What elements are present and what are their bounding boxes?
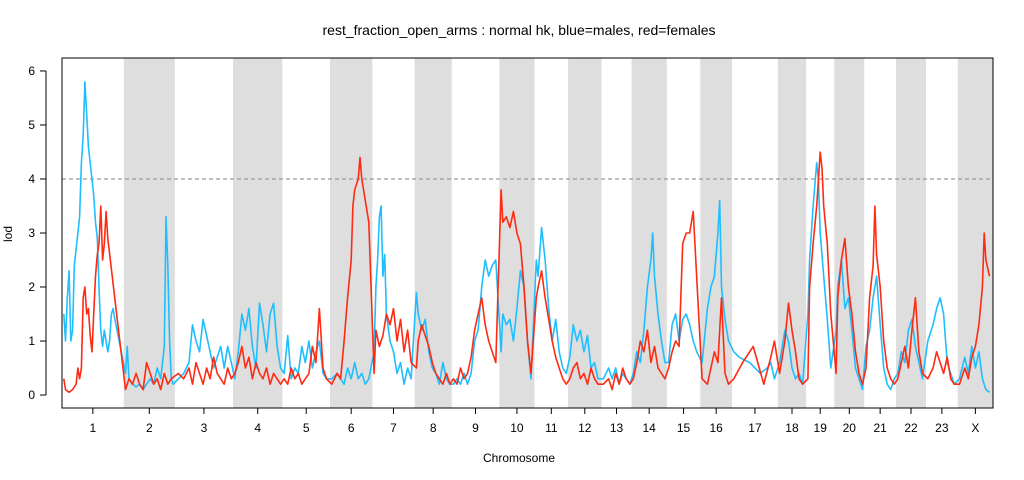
x-tick-label-16: 16 (709, 421, 723, 435)
y-tick-label-4: 4 (28, 172, 35, 186)
x-tick-label-5: 5 (303, 421, 310, 435)
x-tick-label-3: 3 (201, 421, 208, 435)
x-tick-label-10: 10 (510, 421, 524, 435)
x-axis-label: Chromosome (483, 451, 555, 465)
x-tick-label-1: 1 (90, 421, 97, 435)
y-tick-label-3: 3 (28, 226, 35, 240)
series-group (63, 81, 991, 394)
y-tick-label-0: 0 (28, 388, 35, 402)
series-line-males (63, 81, 990, 393)
x-tick-label-7: 7 (390, 421, 397, 435)
y-tick-label-5: 5 (28, 118, 35, 132)
x-tick-label-23: 23 (935, 421, 949, 435)
x-tick-label-15: 15 (677, 421, 691, 435)
chart-title: rest_fraction_open_arms : normal hk, blu… (323, 22, 716, 38)
x-tick-label-13: 13 (610, 421, 624, 435)
chromosome-band-20 (834, 58, 865, 408)
y-tick-label-2: 2 (28, 280, 35, 294)
x-tick-label-20: 20 (843, 421, 857, 435)
series-line-females (63, 151, 991, 394)
y-tick-label-1: 1 (28, 334, 35, 348)
x-tick-label-18: 18 (785, 421, 799, 435)
x-tick-label-12: 12 (578, 421, 592, 435)
chromosome-band-6 (330, 58, 373, 408)
x-tick-label-9: 9 (472, 421, 479, 435)
x-tick-label-21: 21 (873, 421, 887, 435)
chromosome-band-8 (414, 58, 452, 408)
y-axis-label: lod (1, 226, 15, 242)
x-tick-label-17: 17 (748, 421, 762, 435)
y-tick-label-6: 6 (28, 64, 35, 78)
x-tick-label-6: 6 (348, 421, 355, 435)
x-tick-label-8: 8 (430, 421, 437, 435)
chromosome-band-18 (777, 58, 807, 408)
chromosome-band-X (957, 58, 993, 408)
x-tick-label-19: 19 (814, 421, 828, 435)
chromosome-band-16 (700, 58, 733, 408)
x-tick-label-2: 2 (146, 421, 153, 435)
chromosome-band-12 (568, 58, 602, 408)
x-tick-label-X: X (971, 421, 979, 435)
chromosome-band-22 (896, 58, 926, 408)
x-tick-label-14: 14 (642, 421, 656, 435)
plot-frame (61, 57, 994, 409)
x-tick-label-22: 22 (904, 421, 918, 435)
x-tick-label-4: 4 (254, 421, 261, 435)
x-tick-label-11: 11 (545, 421, 558, 435)
